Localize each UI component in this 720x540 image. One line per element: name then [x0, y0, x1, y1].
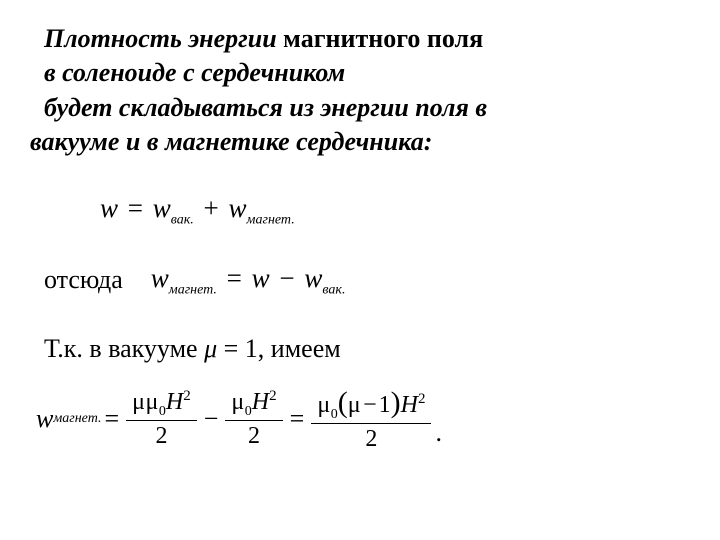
fraction-3: μ0(μ−1)H2 2 [311, 384, 431, 454]
f1-H: H [166, 389, 183, 415]
f2-sub0: 0 [245, 404, 252, 419]
title-emph: Плотность энергии [44, 24, 277, 53]
equals-icon: = [287, 404, 308, 434]
eq2-w1: w [151, 263, 169, 293]
lead-otsyuda: отсюда [30, 265, 123, 295]
f3-mu: μ [317, 392, 330, 418]
f2-den: 2 [242, 421, 266, 451]
slide: Плотность энергии магнитного поля в соле… [0, 0, 720, 474]
equals-icon: = [125, 193, 146, 223]
title-block: Плотность энергии магнитного поля в соле… [30, 22, 690, 159]
line3-b: = 1, имеем [217, 334, 341, 363]
f2-H: H [252, 389, 269, 415]
f1-mumu: μμ [132, 389, 159, 415]
f3-one: 1 [379, 392, 391, 418]
f3-sup: 2 [418, 391, 426, 407]
minus-icon: − [361, 392, 379, 418]
final-dot: . [435, 418, 442, 454]
equation-final: wмагнет. = μμ0H2 2 − μ0H2 2 = μ0(μ−1)H2 … [30, 384, 690, 454]
eq1-w2: w [229, 193, 247, 223]
minus-icon: − [201, 404, 222, 434]
mu-symbol: μ [204, 334, 217, 363]
f3-den: 2 [359, 424, 383, 454]
lparen-icon: ( [338, 386, 348, 419]
title-line-2: в соленоиде с сердечником [30, 56, 690, 90]
title-line-4: вакууме и в магнетике сердечника: [30, 127, 432, 156]
f1-den: 2 [149, 421, 173, 451]
f1-sub0: 0 [159, 404, 166, 419]
eq1-sub2: магнет. [247, 213, 295, 228]
f1-sup: 2 [183, 388, 191, 404]
f3-H: H [401, 392, 418, 418]
eq1-w1: w [153, 193, 171, 223]
row-2: отсюда wмагнет. = w − wвак. [30, 263, 690, 298]
equation-1: w = wвак. + wмагнет. [100, 193, 690, 228]
fraction-2: μ0H2 2 [225, 387, 282, 451]
eq2-sub1: магнет. [169, 282, 217, 297]
fraction-1: μμ0H2 2 [126, 387, 197, 451]
eq1-sub1: вак. [171, 213, 194, 228]
minus-icon: − [276, 263, 297, 293]
title-rest-1: магнитного поля [277, 24, 484, 53]
fin-lhs-w: w [36, 404, 53, 434]
equation-2: wмагнет. = w − wвак. [151, 263, 346, 298]
f2-mu: μ [231, 389, 244, 415]
equals-icon: = [224, 263, 245, 293]
plus-icon: + [201, 193, 222, 223]
f3-mu2: μ [348, 392, 361, 418]
title-line-3: будет складываться из энергии поля в [30, 91, 690, 125]
f3-sub0: 0 [331, 407, 338, 422]
equals-icon: = [102, 404, 123, 434]
rparen-icon: ) [391, 386, 401, 419]
eq2-w2: w [252, 263, 270, 293]
fin-lhs-sub: магнет. [53, 411, 101, 427]
eq2-sub3: вак. [322, 282, 345, 297]
eq2-w3: w [304, 263, 322, 293]
line-3: Т.к. в вакууме μ = 1, имеем [30, 334, 690, 364]
f2-sup: 2 [269, 388, 277, 404]
eq1-lhs: w [100, 193, 118, 223]
line3-a: Т.к. в вакууме [44, 334, 204, 363]
